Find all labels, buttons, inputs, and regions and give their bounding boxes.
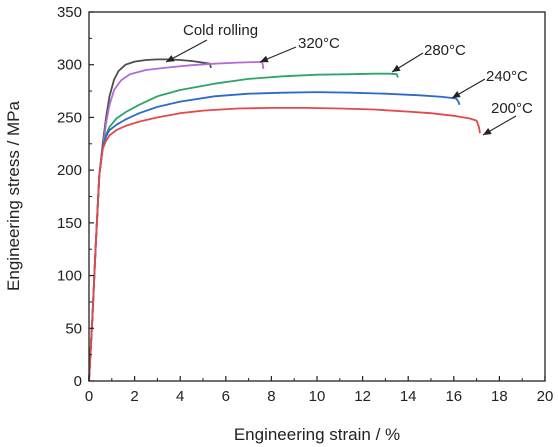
- x-tick-label-2: 4: [176, 388, 184, 405]
- x-tick-label-1: 2: [130, 388, 138, 405]
- annotation-arrowhead-4: [483, 128, 492, 135]
- annotation-arrowhead-1: [260, 55, 269, 63]
- y-tick-label-7: 350: [57, 4, 82, 21]
- annotation-arrowhead-2: [392, 64, 401, 72]
- series-line-2: [88, 72, 399, 382]
- annotation-label-4: 200°C: [491, 100, 533, 117]
- y-tick-label-2: 100: [57, 268, 82, 285]
- annotation-label-2: 280°C: [424, 42, 466, 59]
- annotation-label-0: Cold rolling: [183, 22, 258, 39]
- annotation-label-3: 240°C: [486, 68, 528, 85]
- annotation-label-1: 320°C: [298, 35, 340, 52]
- plot-frame: [88, 11, 546, 382]
- x-tick-label-10: 20: [537, 388, 554, 405]
- x-tick-label-3: 6: [222, 388, 230, 405]
- y-tick-label-6: 300: [57, 57, 82, 74]
- series-line-4: [88, 107, 481, 382]
- x-tick-label-5: 10: [309, 388, 326, 405]
- y-tick-label-3: 150: [57, 215, 82, 232]
- x-tick-label-6: 12: [354, 388, 371, 405]
- series-line-3: [88, 91, 461, 382]
- y-axis-title: Engineering stress / MPa: [4, 100, 23, 290]
- x-axis-title: Engineering strain / %: [234, 425, 400, 444]
- annotation-arrowhead-0: [166, 55, 175, 62]
- x-tick-label-8: 16: [445, 388, 462, 405]
- series-layer: [88, 58, 481, 382]
- series-line-0: [88, 58, 212, 382]
- y-tick-label-4: 200: [57, 162, 82, 179]
- series-line-1: [88, 61, 265, 382]
- x-tick-label-7: 14: [400, 388, 417, 405]
- y-tick-label-0: 0: [74, 373, 82, 390]
- x-tick-label-9: 18: [491, 388, 508, 405]
- y-tick-label-5: 250: [57, 109, 82, 126]
- x-tick-label-4: 8: [267, 388, 275, 405]
- annotation-arrowhead-3: [452, 91, 461, 98]
- y-tick-label-1: 50: [65, 320, 82, 337]
- annotations: Cold rolling 320°C 280°C 240°C 200°C: [165, 22, 533, 136]
- x-tick-label-0: 0: [85, 388, 93, 405]
